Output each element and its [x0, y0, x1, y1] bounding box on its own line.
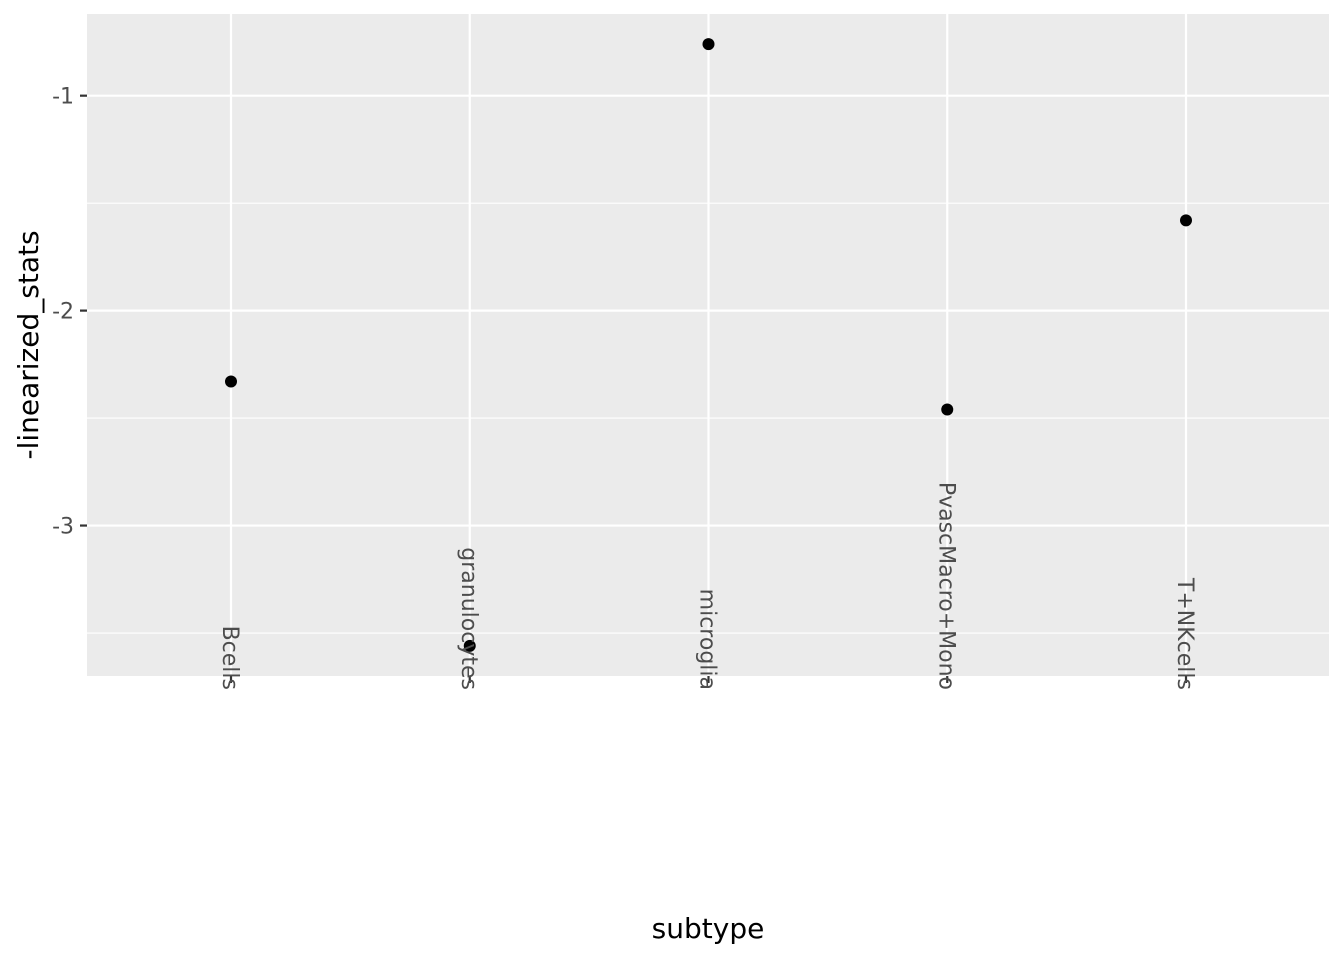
x-axis-title: subtype: [652, 912, 765, 945]
y-tick-label: -3: [52, 515, 74, 540]
y-axis: -3 -2 -1: [52, 85, 87, 540]
y-axis-title: -linearized_stats: [12, 230, 45, 459]
data-point: [702, 38, 715, 51]
data-point: [941, 403, 954, 416]
y-tick-label: -1: [52, 85, 74, 110]
major-gridlines: [87, 14, 1329, 676]
x-tick-label: PvascMacro+Mono: [933, 482, 958, 690]
data-point: [463, 639, 476, 652]
data-point: [1180, 214, 1192, 227]
data-point: [225, 375, 237, 388]
x-tick-label: T+NKcells: [1172, 577, 1197, 690]
data-points: [225, 38, 1192, 652]
x-tick-label: microglia: [695, 589, 720, 690]
x-tick-label: Bcells: [217, 626, 242, 690]
x-tick-label: granulocytes: [456, 547, 481, 690]
x-axis: Bcells granulocytes microglia PvascMacro+Mo…: [217, 482, 1197, 690]
y-tick-label: -2: [52, 300, 74, 325]
